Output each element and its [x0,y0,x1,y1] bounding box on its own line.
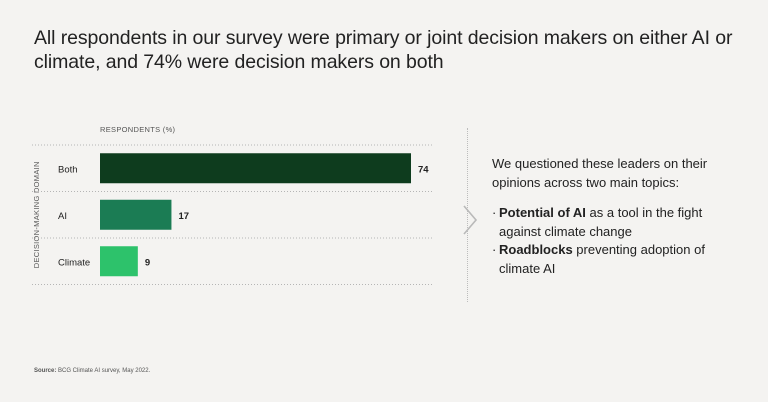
bar [100,199,172,230]
topics-list: · Potential of AI as a tool in the fight… [492,204,732,278]
topic-bold-roadblocks: Roadblocks [499,242,573,257]
source-text: BCG Climate AI survey, May 2022. [56,368,151,374]
bullet-dot: · [492,242,497,257]
topic-text-roadblocks: preventing adoption of climate AI [499,242,705,276]
category-label: Climate [58,257,90,268]
source-label: Source: [34,368,57,374]
topic-bold-potential: Potential of AI [499,205,586,220]
data-label: 9 [145,257,150,268]
vertical-divider [467,128,468,302]
y-axis-label: DECISION-MAKING DOMAIN [32,161,41,268]
x-axis-label: RESPONDENTS (%) [100,125,176,134]
page-title: All respondents in our survey were prima… [34,27,733,73]
category-label: Both [58,164,78,175]
bar [100,246,138,277]
source-note: Source: BCG Climate AI survey, May 2022. [34,368,150,374]
topic-text-potential: as a tool in the fight against climate c… [499,205,703,239]
panel-intro: We questioned these leaders on their opi… [492,156,708,190]
data-label: 74 [418,164,429,175]
topics-panel: We questioned these leaders on their opi… [492,155,732,278]
bar-chart-svg: RESPONDENTS (%) DECISION-MAKING DOMAIN Bot… [32,125,433,285]
bar [100,153,411,184]
bar-chart: RESPONDENTS (%) DECISION-MAKING DOMAIN Bot… [0,0,460,300]
chevron-right-icon [463,205,478,235]
topic-item-potential: · Potential of AI as a tool in the fight… [492,204,732,241]
bullet-dot: · [492,205,497,220]
category-label: AI [58,211,67,222]
topic-item-roadblocks: · Roadblocks preventing adoption of clim… [492,241,732,278]
data-label: 17 [178,211,189,222]
